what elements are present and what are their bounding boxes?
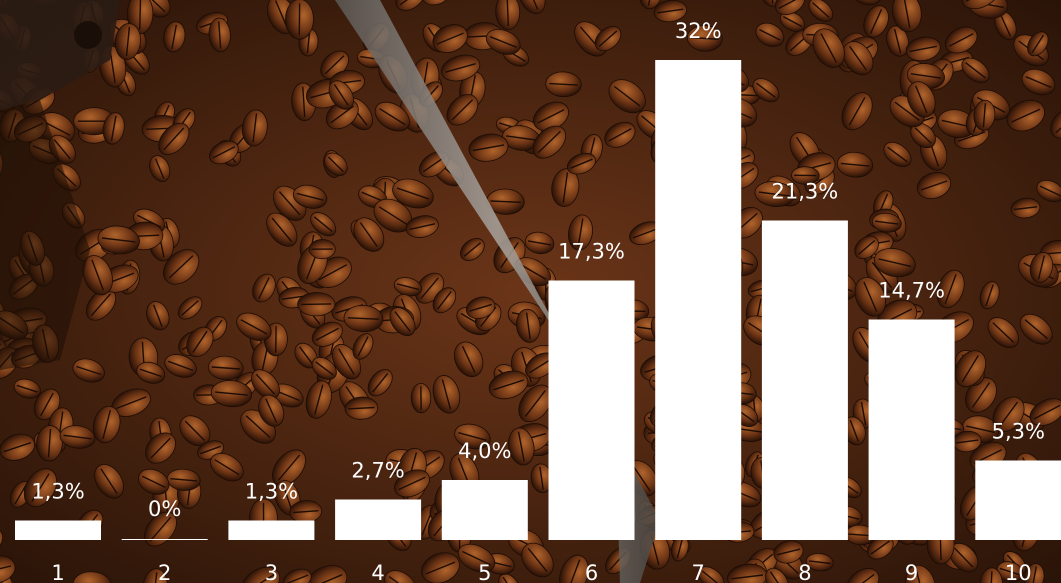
value-label-5: 4,0%	[458, 439, 511, 463]
bar-10	[975, 460, 1061, 540]
value-label-1: 1,3%	[31, 480, 84, 504]
category-label-2: 2	[158, 561, 171, 583]
value-label-2: 0%	[148, 497, 181, 521]
value-label-3: 1,3%	[245, 480, 298, 504]
bar-5	[441, 480, 528, 540]
category-label-1: 1	[51, 561, 64, 583]
category-label-8: 8	[798, 561, 811, 583]
category-label-7: 7	[692, 561, 705, 583]
category-label-6: 6	[585, 561, 598, 583]
category-label-3: 3	[265, 561, 278, 583]
bar-8	[761, 220, 848, 540]
bar-4	[335, 499, 422, 540]
value-label-8: 21,3%	[772, 180, 839, 204]
bar-2	[121, 539, 208, 540]
category-label-4: 4	[371, 561, 384, 583]
value-label-9: 14,7%	[878, 279, 945, 303]
bar-1	[15, 520, 101, 540]
bar-3	[228, 520, 315, 540]
category-label-10: 10	[1005, 561, 1032, 583]
value-label-6: 17,3%	[558, 240, 625, 264]
category-label-5: 5	[478, 561, 491, 583]
bar-6	[548, 280, 635, 540]
value-label-10: 5,3%	[992, 420, 1045, 444]
bar-7	[655, 60, 742, 540]
bar-9	[868, 319, 955, 540]
value-label-7: 32%	[675, 19, 722, 43]
value-label-4: 2,7%	[351, 459, 404, 483]
category-label-9: 9	[905, 561, 918, 583]
